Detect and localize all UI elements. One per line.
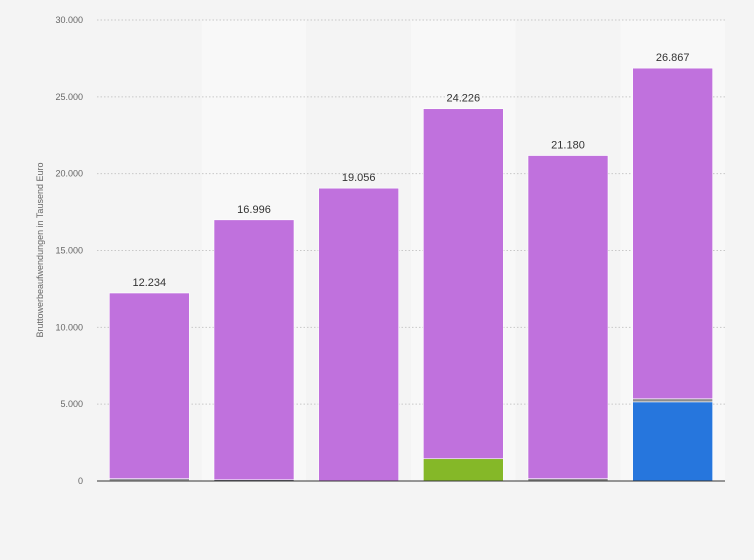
y-tick-label: 10.000 bbox=[55, 322, 83, 332]
y-tick-label: 20.000 bbox=[55, 169, 83, 179]
y-tick-label: 15.000 bbox=[55, 246, 83, 256]
bar-total-label: 16.996 bbox=[237, 204, 271, 216]
bar-total-label: 21.180 bbox=[551, 140, 585, 152]
bar-segment bbox=[213, 219, 295, 481]
bar-segment bbox=[423, 458, 504, 482]
bars bbox=[109, 67, 713, 482]
y-axis-label: Bruttowerbeaufwendungen in Tausend Euro bbox=[35, 163, 45, 338]
bar-total-label: 24.226 bbox=[447, 93, 481, 105]
bar-segment bbox=[318, 187, 399, 482]
bar-segment bbox=[632, 398, 713, 403]
total-labels: 12.234 16.996 19.056 24.226 21.180 26.867 bbox=[133, 52, 690, 289]
bar-segment bbox=[423, 108, 504, 460]
y-tick-label: 0 bbox=[78, 476, 83, 486]
column-bands bbox=[97, 20, 725, 481]
bar-segment bbox=[527, 155, 609, 479]
bar-total-label: 26.867 bbox=[656, 52, 690, 64]
bar-total-label: 12.234 bbox=[133, 277, 167, 289]
bar-total-label: 19.056 bbox=[342, 172, 376, 184]
y-tick-label: 5.000 bbox=[60, 399, 83, 409]
bar-segment bbox=[109, 292, 190, 479]
bar-segment bbox=[632, 401, 713, 482]
y-tick-label: 25.000 bbox=[55, 92, 83, 102]
bar-segment bbox=[632, 67, 713, 400]
y-tick-label: 30.000 bbox=[55, 15, 83, 25]
y-tick-labels: 0 5.000 10.000 15.000 20.000 25.000 30.000 bbox=[55, 15, 83, 486]
